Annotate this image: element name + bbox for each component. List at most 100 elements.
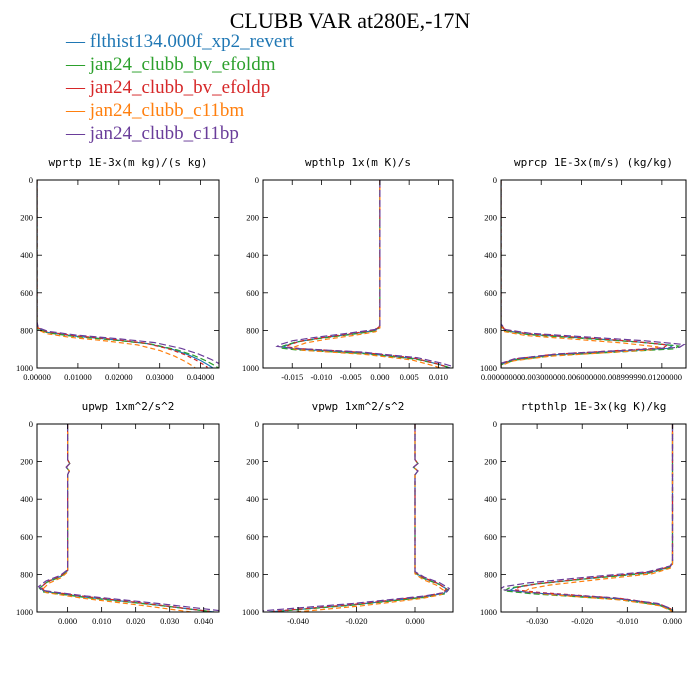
y-tick-label: 400 — [246, 494, 259, 504]
legend-line-marker: — — [66, 31, 85, 52]
series-line — [522, 424, 674, 612]
x-tick-label: 0.01000 — [64, 372, 92, 382]
legend-label: jan24_clubb_bv_efoldp — [89, 77, 271, 98]
x-tick-label: 0.040 — [194, 616, 213, 626]
series-line — [501, 180, 681, 368]
y-tick-label: 1000 — [480, 363, 497, 373]
y-tick-label: 600 — [484, 532, 497, 542]
legend: — flthist134.000f_xp2_revert — jan24_clu… — [66, 30, 294, 145]
legend-item: — jan24_clubb_c11bm — [66, 99, 294, 122]
x-tick-label: 0.04000 — [187, 372, 215, 382]
x-tick-label: 0.000 — [58, 616, 77, 626]
y-tick-label: 200 — [484, 457, 497, 467]
series-line — [40, 424, 210, 612]
plot-frame — [36, 423, 220, 613]
y-tick-label: 400 — [20, 494, 33, 504]
x-tick-label: 0.01200000 — [642, 372, 682, 382]
legend-label: flthist134.000f_xp2_revert — [89, 31, 294, 52]
chart-panel: rtpthlp 1E-3x(kg K)/kg 0 200 400 600 800 1000 -… — [480, 400, 687, 626]
y-tick-label: 0 — [29, 419, 33, 429]
y-tick-label: 1000 — [16, 363, 33, 373]
y-tick-label: 800 — [246, 569, 259, 579]
x-tick-label: 0.030 — [160, 616, 179, 626]
series-line — [273, 424, 448, 612]
y-tick-label: 200 — [20, 213, 33, 223]
series-line — [38, 424, 219, 612]
series-line — [39, 424, 214, 612]
legend-item: — jan24_clubb_bv_efoldp — [66, 76, 294, 99]
x-tick-label: 0.010 — [429, 372, 448, 382]
x-tick-label: 0.010 — [92, 616, 111, 626]
x-tick-label: 0.000 — [663, 616, 682, 626]
page-title: CLUBB VAR at280E,-17N — [229, 8, 471, 33]
legend-line-marker: — — [66, 100, 85, 121]
y-tick-label: 600 — [484, 288, 497, 298]
panel-title: wprcp 1E-3x(m/s) (kg/kg) — [514, 156, 673, 169]
plot-frame — [262, 179, 454, 369]
legend-item: — flthist134.000f_xp2_revert — [66, 30, 294, 53]
x-tick-label: 0.03000 — [146, 372, 174, 382]
x-tick-label: -0.015 — [281, 372, 303, 382]
legend-line-marker: — — [66, 123, 85, 144]
y-tick-label: 1000 — [480, 607, 497, 617]
x-tick-label: -0.010 — [616, 616, 638, 626]
series-line — [42, 424, 196, 612]
series-line — [502, 424, 674, 612]
y-tick-label: 800 — [20, 325, 33, 335]
x-tick-label: 0.00899999 — [601, 372, 641, 382]
x-tick-label: 0.020 — [126, 616, 145, 626]
plot-frame — [36, 179, 220, 369]
y-tick-label: 1000 — [242, 363, 259, 373]
series-line — [263, 424, 451, 612]
y-tick-label: 1000 — [16, 607, 33, 617]
series-line — [37, 180, 219, 368]
chart-panel: upwp 1xm^2/s^2 0 200 400 600 800 1000 0.000 0.01… — [16, 400, 220, 626]
series-line — [37, 180, 219, 365]
legend-line-marker: — — [66, 77, 85, 98]
y-tick-label: 800 — [484, 569, 497, 579]
series-line — [290, 180, 442, 368]
y-tick-label: 400 — [484, 250, 497, 260]
y-tick-label: 200 — [246, 213, 259, 223]
legend-label: jan24_clubb_c11bp — [89, 123, 239, 144]
series-line — [275, 180, 453, 368]
y-tick-label: 600 — [20, 288, 33, 298]
x-tick-label: 0.00000 — [23, 372, 51, 382]
y-tick-label: 200 — [20, 457, 33, 467]
x-tick-label: 0.00300000 — [521, 372, 561, 382]
y-tick-label: 800 — [246, 325, 259, 335]
panel-title: rtpthlp 1E-3x(kg K)/kg — [521, 400, 667, 413]
y-tick-label: 800 — [20, 569, 33, 579]
y-tick-label: 400 — [20, 250, 33, 260]
y-tick-label: 0 — [493, 175, 497, 185]
series-line — [501, 180, 670, 368]
legend-item: — jan24_clubb_bv_efoldm — [66, 53, 294, 76]
y-tick-label: 600 — [246, 532, 259, 542]
plot-frame — [262, 423, 454, 613]
y-tick-label: 0 — [255, 419, 259, 429]
y-tick-label: 400 — [484, 494, 497, 504]
x-tick-label: -0.005 — [340, 372, 362, 382]
series-line — [263, 424, 450, 612]
plot-frame — [500, 179, 687, 369]
x-tick-label: 0.005 — [400, 372, 419, 382]
panel-title: vpwp 1xm^2/s^2 — [312, 400, 405, 413]
y-tick-label: 0 — [255, 175, 259, 185]
series-line — [284, 180, 449, 368]
x-tick-label: -0.020 — [346, 616, 368, 626]
y-tick-label: 400 — [246, 250, 259, 260]
y-tick-label: 800 — [484, 325, 497, 335]
x-tick-label: -0.030 — [526, 616, 548, 626]
series-line — [37, 424, 219, 612]
panel-title: upwp 1xm^2/s^2 — [82, 400, 175, 413]
x-tick-label: 0.02000 — [105, 372, 133, 382]
x-tick-label: -0.040 — [287, 616, 309, 626]
legend-label: jan24_clubb_bv_efoldm — [89, 54, 276, 75]
y-tick-label: 600 — [246, 288, 259, 298]
x-tick-label: 0.00600000 — [561, 372, 601, 382]
y-tick-label: 0 — [29, 175, 33, 185]
series-line — [513, 424, 674, 612]
panel-title: wprtp 1E-3x(m kg)/(s kg) — [49, 156, 208, 169]
chart-panel: vpwp 1xm^2/s^2 0 200 400 600 800 1000 -0.040 -0.… — [242, 400, 454, 626]
